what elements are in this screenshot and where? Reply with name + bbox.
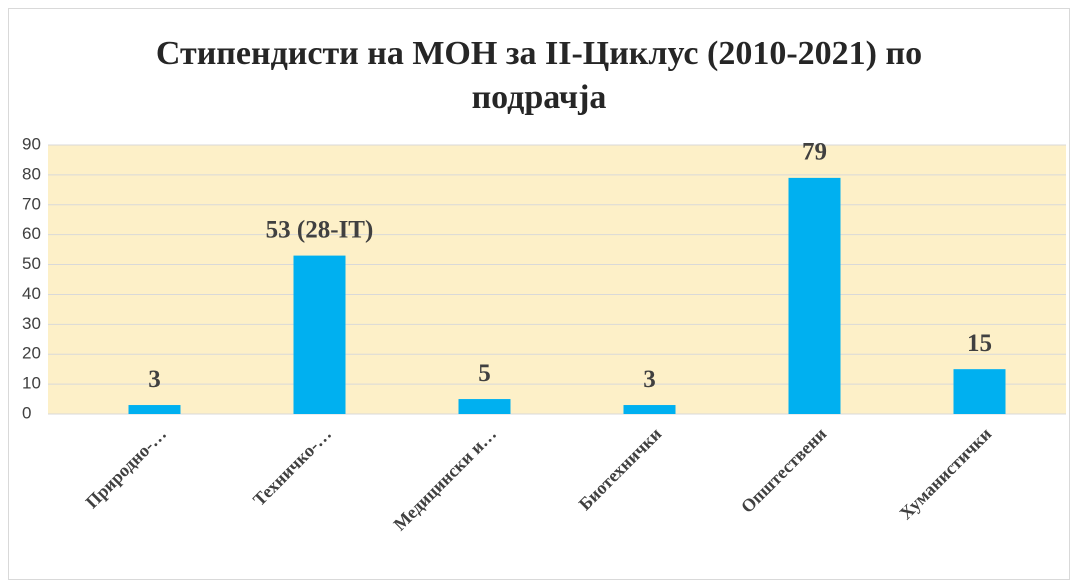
data-label: 79 — [802, 139, 827, 166]
y-tick-label: 30 — [22, 314, 41, 333]
chart-title: Стипендисти на МОН за II-Циклус (2010-20… — [156, 35, 922, 116]
bar — [458, 399, 511, 414]
y-tick-label: 50 — [22, 254, 41, 273]
y-tick-label: 0 — [22, 403, 31, 422]
bar — [953, 369, 1006, 414]
data-label: 15 — [967, 330, 992, 357]
bar — [623, 405, 676, 414]
bar — [293, 255, 346, 414]
y-tick-label: 70 — [22, 194, 41, 213]
data-label: 53 (28-IT) — [266, 216, 374, 243]
y-tick-label: 10 — [22, 374, 41, 393]
y-tick-label: 80 — [22, 164, 41, 183]
bar — [128, 405, 181, 414]
data-label: 3 — [643, 366, 656, 393]
y-tick-label: 40 — [22, 284, 41, 303]
bar — [788, 177, 841, 414]
y-tick-label: 90 — [22, 134, 41, 153]
y-tick-label: 20 — [22, 344, 41, 363]
y-tick-label: 60 — [22, 224, 41, 243]
data-label: 5 — [478, 360, 491, 387]
data-label: 3 — [148, 366, 161, 393]
plot-background — [48, 145, 1066, 414]
